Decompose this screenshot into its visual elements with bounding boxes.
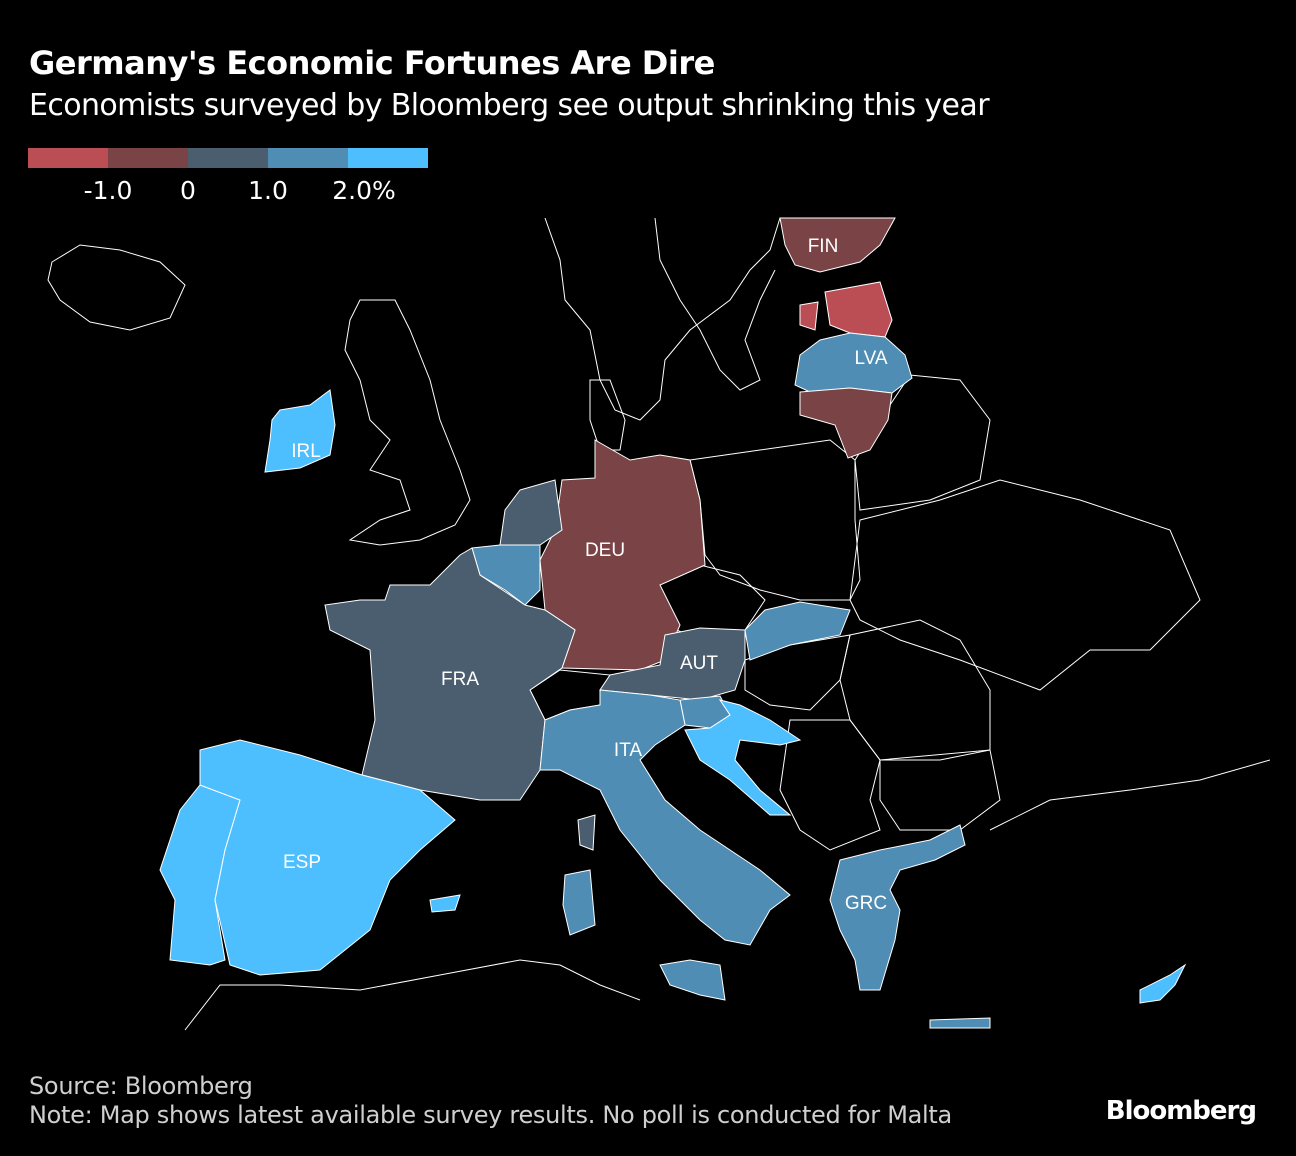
- europe-map: FIN LVA IRL DEU FRA ESP AUT ITA GRC: [47, 217, 1270, 1031]
- legend-tick: 2.0%: [332, 176, 396, 205]
- legend-swatch: [268, 148, 348, 168]
- label-deu: DEU: [585, 540, 625, 561]
- legend-swatch: [188, 148, 268, 168]
- great-britain-outline: [344, 299, 471, 546]
- footnote: Note: Map shows latest available survey …: [29, 1101, 952, 1129]
- chart-title: Germany's Economic Fortunes Are Dire: [29, 44, 715, 82]
- legend-swatch: [108, 148, 188, 168]
- country-est[interactable]: [799, 281, 893, 338]
- country-labels: FIN LVA IRL DEU FRA ESP AUT ITA GRC: [283, 236, 888, 914]
- country-nld[interactable]: [499, 479, 563, 546]
- label-fin: FIN: [808, 236, 839, 257]
- north-africa-outline: [184, 959, 641, 1031]
- label-fra: FRA: [441, 669, 479, 690]
- label-lva: LVA: [854, 348, 887, 369]
- bloomberg-logo: Bloomberg: [1105, 1096, 1257, 1126]
- scandinavia-outline: [544, 218, 781, 421]
- country-ita[interactable]: [539, 689, 791, 1001]
- legend-tick: -1.0: [83, 176, 133, 205]
- country-svk[interactable]: [744, 601, 851, 661]
- label-aut: AUT: [680, 653, 718, 674]
- turkey-outline: [989, 759, 1270, 831]
- iceland-outline: [47, 244, 186, 331]
- belarus-outline: [854, 374, 991, 511]
- country-shapes: [159, 217, 1187, 1029]
- ukraine-outline: [849, 479, 1201, 691]
- country-lva[interactable]: [794, 332, 913, 394]
- legend-swatch: [28, 148, 108, 168]
- source-note: Source: Bloomberg: [29, 1072, 253, 1100]
- bulgaria-outline: [879, 749, 1001, 831]
- balkans-outline: [779, 719, 881, 851]
- legend-swatch: [348, 148, 428, 168]
- color-legend: [28, 148, 428, 168]
- chart-subtitle: Economists surveyed by Bloomberg see out…: [29, 88, 990, 123]
- label-esp: ESP: [283, 852, 321, 873]
- country-cyp[interactable]: [1139, 963, 1187, 1004]
- country-irl[interactable]: [264, 389, 336, 473]
- label-irl: IRL: [291, 441, 321, 462]
- country-fin[interactable]: [779, 217, 896, 273]
- label-grc: GRC: [845, 893, 887, 914]
- country-fra[interactable]: [324, 547, 596, 851]
- poland-outline: [689, 439, 861, 601]
- sweden-east-outline: [654, 218, 776, 391]
- country-hrv[interactable]: [684, 699, 802, 816]
- denmark-outline: [589, 379, 626, 451]
- label-ita: ITA: [614, 740, 642, 761]
- country-esp[interactable]: [199, 739, 461, 976]
- legend-tick: 1.0: [248, 176, 288, 205]
- romania-outline: [839, 619, 991, 761]
- legend-tick: 0: [180, 176, 196, 205]
- country-grc[interactable]: [829, 824, 991, 1029]
- country-ltu[interactable]: [799, 387, 893, 459]
